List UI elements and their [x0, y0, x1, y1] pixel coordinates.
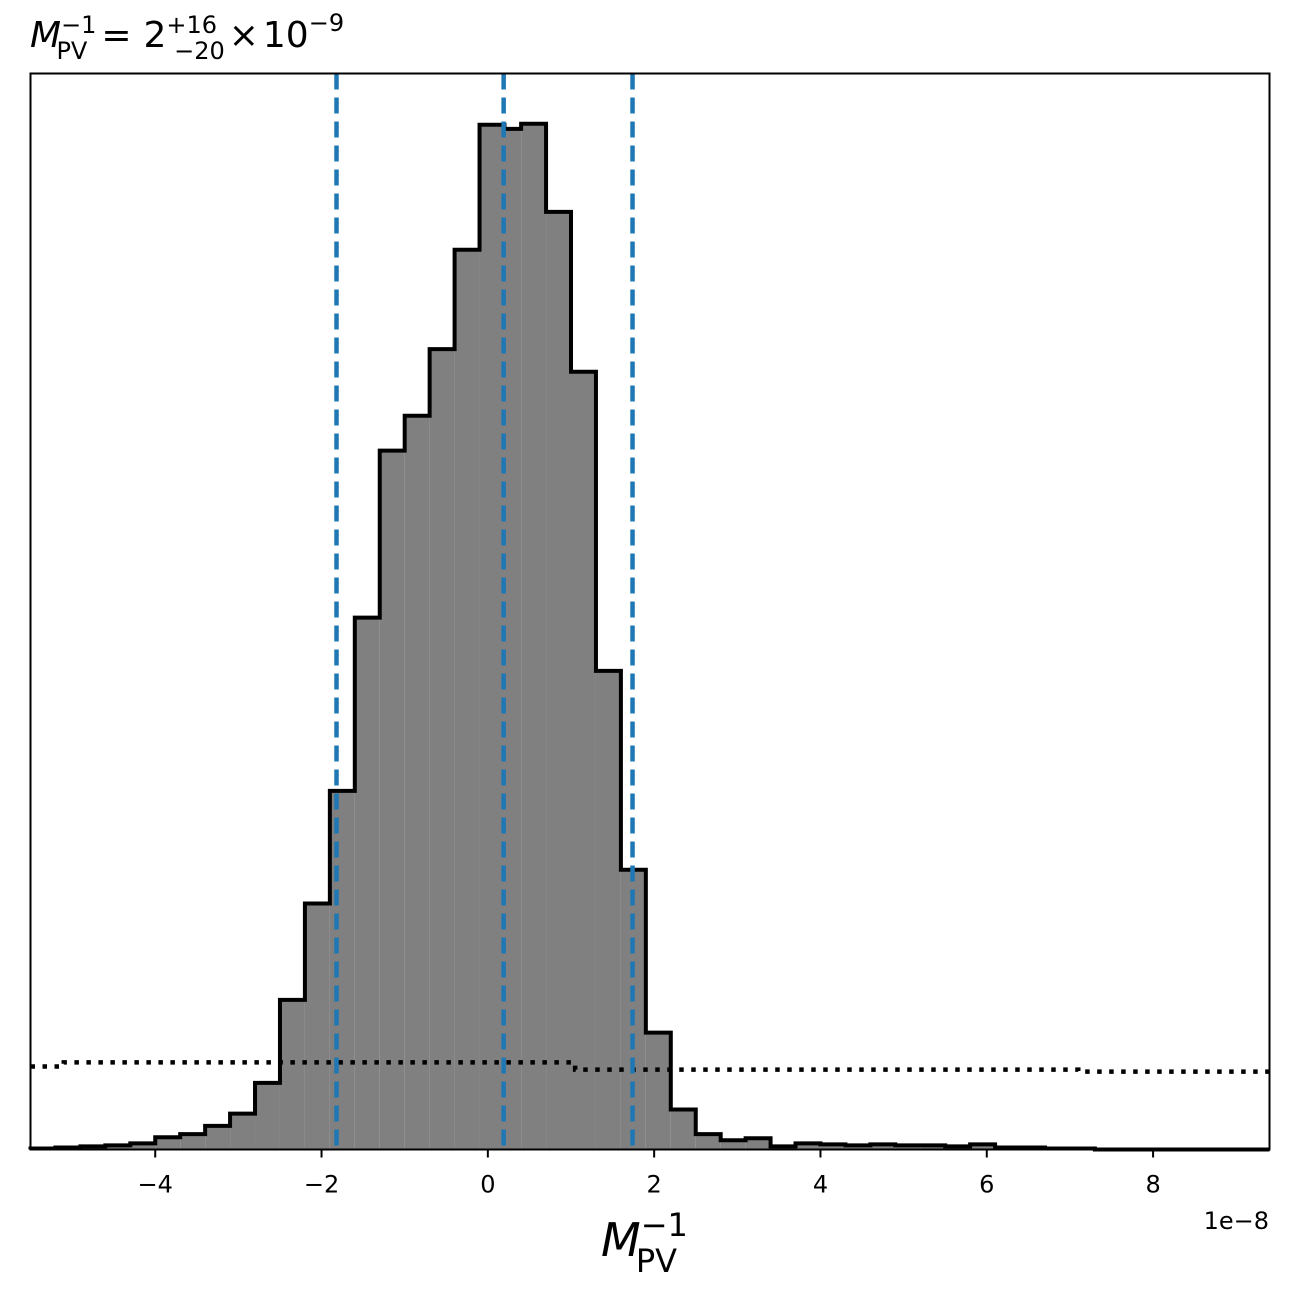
- histogram-bar: [504, 128, 522, 1150]
- histogram-bar: [895, 1145, 921, 1150]
- histogram-bar: [571, 371, 596, 1150]
- x-tick-label: 2: [647, 1171, 662, 1199]
- x-tick-label: 0: [480, 1171, 495, 1199]
- title-equals: =: [101, 15, 131, 56]
- x-axis-label: M−1 PV: [601, 1206, 688, 1280]
- histogram-bar: [670, 1109, 696, 1150]
- title-err-plus: +16: [166, 11, 217, 39]
- prior-curve: [30, 1060, 1270, 1074]
- title-err-minus: −20: [174, 37, 225, 65]
- histogram-bar: [329, 790, 355, 1150]
- plot-frame: [29, 72, 1271, 1151]
- x-axis-offset-label: 1e−8: [1204, 1207, 1269, 1235]
- title-value: 2: [144, 15, 167, 56]
- histogram-bar: [379, 450, 405, 1150]
- histogram-bar: [354, 617, 380, 1150]
- x-tick-label: −2: [304, 1171, 339, 1199]
- histogram-bar: [870, 1144, 896, 1150]
- title-base: 10: [263, 15, 309, 56]
- title-symbol-sup: −1: [61, 11, 96, 39]
- chart-title: M−1 PV = 2+16 −20 × 10−9: [30, 9, 344, 65]
- histogram-bar: [795, 1143, 821, 1150]
- prior-line: [30, 1060, 1270, 1074]
- x-label-symbol: M: [601, 1213, 641, 1267]
- histogram-bar: [155, 1137, 181, 1150]
- histogram-bars: [28, 121, 1270, 1152]
- histogram-bar: [180, 1134, 206, 1150]
- histogram-bar: [429, 349, 455, 1150]
- histogram-bar: [595, 670, 621, 1150]
- histogram-bar: [304, 903, 330, 1150]
- histogram-outline: [28, 121, 1270, 1152]
- histogram-bar: [745, 1138, 771, 1150]
- histogram-bar: [920, 1145, 946, 1150]
- histogram-bar: [546, 211, 572, 1150]
- histogram-bar: [105, 1145, 131, 1150]
- title-symbol: M: [30, 15, 61, 56]
- histogram-bar: [845, 1145, 871, 1150]
- histogram-bar: [720, 1140, 746, 1150]
- x-tick-label: 4: [813, 1171, 828, 1199]
- x-axis-ticks: −4 −2 0 2 4 6 8: [138, 1149, 1161, 1199]
- histogram-bar: [479, 124, 505, 1150]
- histogram-bar: [130, 1143, 156, 1150]
- title-exponent: −9: [309, 9, 344, 37]
- title-symbol-sub: PV: [56, 37, 87, 65]
- x-tick-label: 6: [979, 1171, 994, 1199]
- histogram-bar: [404, 415, 430, 1150]
- histogram-bar: [454, 249, 480, 1150]
- quantile-lines: [334, 73, 635, 1150]
- histogram-bar: [230, 1113, 256, 1150]
- x-label-sub: PV: [636, 1242, 677, 1280]
- histogram-bar: [820, 1144, 846, 1150]
- histogram-bar: [255, 1082, 280, 1150]
- title-times: ×: [229, 15, 259, 56]
- histogram-bar: [521, 123, 547, 1150]
- x-tick-label: 8: [1145, 1171, 1160, 1199]
- histogram-bar: [279, 999, 305, 1150]
- x-label-sup: −1: [641, 1206, 688, 1244]
- x-tick-label: −4: [138, 1171, 173, 1199]
- histogram-bar: [970, 1144, 996, 1150]
- histogram-bar: [645, 1032, 671, 1150]
- histogram-bar: [695, 1134, 721, 1150]
- histogram-bar: [205, 1125, 231, 1150]
